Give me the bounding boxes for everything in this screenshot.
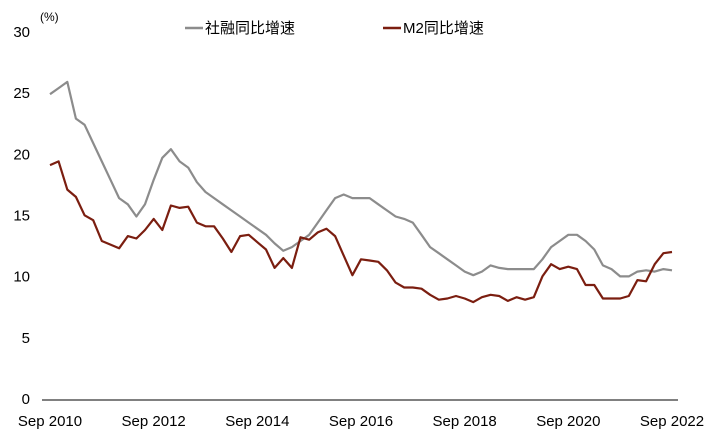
y-tick-label: 10 [13, 269, 30, 286]
y-tick-label: 25 [13, 85, 30, 102]
x-tick-label: Sep 2014 [225, 413, 289, 430]
series-line [49, 160, 673, 304]
x-tick-label: Sep 2018 [433, 413, 497, 430]
y-tick-label: 15 [13, 207, 30, 224]
legend-label: M2同比增速 [403, 20, 484, 37]
y-tick-label: 5 [22, 330, 30, 347]
legend-label: 社融同比增速 [205, 20, 295, 37]
x-tick-label: Sep 2020 [536, 413, 600, 430]
y-tick-label: 0 [22, 391, 30, 408]
x-tick-label: Sep 2022 [640, 413, 704, 430]
y-tick-label: 30 [13, 24, 30, 41]
y-tick-label: 20 [13, 146, 30, 163]
y-axis-label: (%) [40, 10, 59, 24]
x-tick-label: Sep 2016 [329, 413, 393, 430]
x-tick-label: Sep 2012 [122, 413, 186, 430]
x-tick-label: Sep 2010 [18, 413, 82, 430]
series-line [49, 80, 673, 278]
